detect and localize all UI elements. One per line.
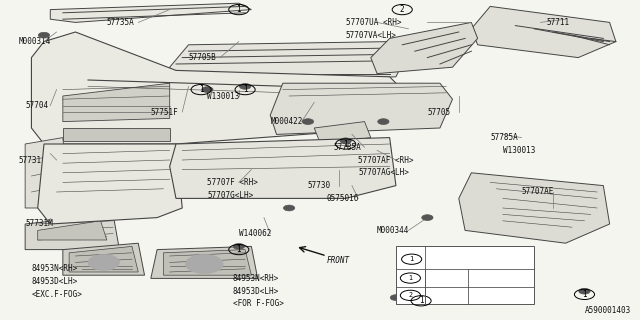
Circle shape <box>239 84 251 89</box>
Circle shape <box>302 119 314 124</box>
Polygon shape <box>270 83 452 134</box>
Polygon shape <box>151 246 258 278</box>
Text: 57707F <RH>: 57707F <RH> <box>207 178 259 187</box>
Text: 57707UA <RH>: 57707UA <RH> <box>346 18 401 27</box>
Text: 84953N<RH>: 84953N<RH> <box>232 274 279 283</box>
Text: W140062: W140062 <box>239 229 271 238</box>
Text: 57711: 57711 <box>547 18 570 27</box>
Text: M060012: M060012 <box>431 292 460 298</box>
Text: 57704: 57704 <box>25 101 48 110</box>
Text: W130013: W130013 <box>207 92 240 100</box>
Polygon shape <box>170 42 408 83</box>
Circle shape <box>202 87 213 92</box>
Text: 57785A: 57785A <box>333 143 361 152</box>
Text: 1: 1 <box>419 296 424 305</box>
Text: 1: 1 <box>408 275 412 281</box>
Text: 1: 1 <box>410 256 414 262</box>
Text: 57751F: 57751F <box>151 108 179 116</box>
Polygon shape <box>163 250 252 275</box>
Polygon shape <box>25 138 69 208</box>
Circle shape <box>378 119 389 124</box>
Text: M000215: M000215 <box>431 275 460 281</box>
Text: 2: 2 <box>400 5 404 14</box>
Text: <EXC.F-FOG>: <EXC.F-FOG> <box>31 290 83 299</box>
Polygon shape <box>371 22 477 74</box>
Polygon shape <box>38 221 107 240</box>
Polygon shape <box>170 138 396 198</box>
Polygon shape <box>63 83 170 122</box>
Text: M000344: M000344 <box>377 226 410 235</box>
Text: 57731M: 57731M <box>25 220 53 228</box>
Text: 57785A: 57785A <box>490 133 518 142</box>
Polygon shape <box>471 6 616 58</box>
Text: 1: 1 <box>343 140 348 148</box>
Polygon shape <box>25 214 120 250</box>
Circle shape <box>88 254 120 270</box>
Text: <1402-  >: <1402- > <box>474 292 513 298</box>
Text: 57730: 57730 <box>308 181 331 190</box>
Text: 57707G<LH>: 57707G<LH> <box>207 191 253 200</box>
Circle shape <box>233 244 244 249</box>
Text: FRONT: FRONT <box>327 256 350 265</box>
Text: 57707AE: 57707AE <box>522 188 554 196</box>
Polygon shape <box>314 122 371 144</box>
Circle shape <box>579 288 590 294</box>
Text: M000422: M000422 <box>270 117 303 126</box>
Polygon shape <box>38 144 182 224</box>
Text: <FOR F-FOG>: <FOR F-FOG> <box>232 300 284 308</box>
Text: 1: 1 <box>582 290 587 299</box>
Polygon shape <box>189 160 270 182</box>
Text: 57705B: 57705B <box>189 53 216 62</box>
Text: 1: 1 <box>237 245 241 254</box>
Circle shape <box>186 254 223 274</box>
Text: 1: 1 <box>199 85 204 94</box>
Text: 57707AF <RH>: 57707AF <RH> <box>358 156 413 164</box>
Text: 1: 1 <box>237 5 241 14</box>
Text: W130013: W130013 <box>503 146 535 155</box>
FancyBboxPatch shape <box>396 246 534 304</box>
Polygon shape <box>63 243 145 275</box>
Circle shape <box>38 32 50 38</box>
Polygon shape <box>51 3 252 22</box>
Text: A590001403: A590001403 <box>584 306 631 315</box>
Text: 84953D<LH>: 84953D<LH> <box>232 287 279 296</box>
Text: 57707AG<LH>: 57707AG<LH> <box>358 168 409 177</box>
Text: M000314: M000314 <box>19 37 51 46</box>
Polygon shape <box>69 246 138 272</box>
Text: 57731: 57731 <box>19 156 42 164</box>
Text: 1: 1 <box>243 85 248 94</box>
Text: 57707VA<LH>: 57707VA<LH> <box>346 31 397 40</box>
Text: 84953N<RH>: 84953N<RH> <box>31 264 77 273</box>
Circle shape <box>340 138 351 144</box>
Text: 57705: 57705 <box>428 108 451 116</box>
Text: W140007: W140007 <box>431 255 463 264</box>
Text: 2: 2 <box>408 292 412 298</box>
Text: 84953D<LH>: 84953D<LH> <box>31 277 77 286</box>
Text: 0575016: 0575016 <box>327 194 359 203</box>
Circle shape <box>422 215 433 220</box>
Circle shape <box>284 205 295 211</box>
Circle shape <box>390 295 401 300</box>
Polygon shape <box>459 173 610 243</box>
Text: 57735A: 57735A <box>107 18 134 27</box>
Polygon shape <box>264 141 352 166</box>
Polygon shape <box>63 128 170 141</box>
Text: ( -1402): ( -1402) <box>474 275 509 281</box>
Polygon shape <box>31 32 408 144</box>
